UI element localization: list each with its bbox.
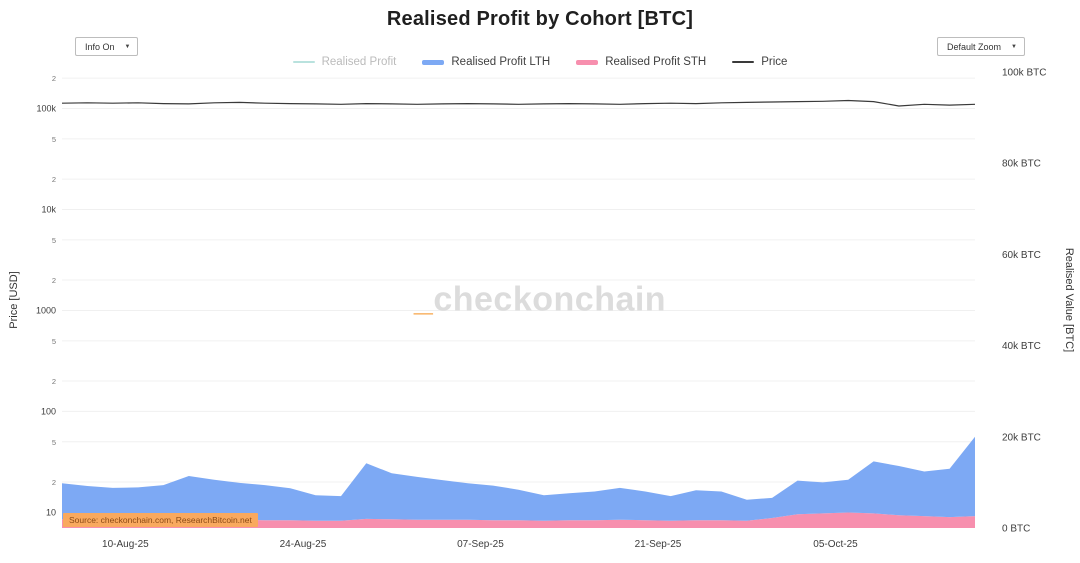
legend-swatch-price bbox=[732, 61, 755, 63]
right-axis-tick-label: 20k BTC bbox=[1002, 432, 1041, 443]
legend-swatch-realised-profit bbox=[292, 61, 315, 63]
x-axis-tick-label: 07-Sep-25 bbox=[457, 539, 504, 550]
chart-legend: Realised Profit Realised Profit LTH Real… bbox=[0, 56, 1080, 68]
left-axis-tick-label: 5 bbox=[52, 438, 56, 447]
left-axis-tick-label: 2 bbox=[52, 377, 56, 386]
legend-swatch-realised-profit-lth bbox=[422, 59, 445, 65]
chevron-down-icon: ▼ bbox=[124, 43, 131, 50]
left-axis-tick-label: 2 bbox=[52, 276, 56, 285]
legend-item-realised-profit[interactable]: Realised Profit bbox=[292, 56, 397, 68]
info-toggle-dropdown[interactable]: Info On ▼ bbox=[75, 37, 139, 56]
left-axis-tick-label: 2 bbox=[52, 478, 56, 487]
left-axis-tick-label: 2 bbox=[52, 175, 56, 184]
area-realised-profit-lth bbox=[62, 436, 975, 521]
left-axis-tick-label: 1000 bbox=[36, 305, 56, 315]
right-axis-tick-label: 60k BTC bbox=[1002, 250, 1041, 261]
legend-item-price[interactable]: Price bbox=[732, 56, 787, 68]
x-axis-tick-label: 10-Aug-25 bbox=[102, 539, 149, 550]
left-axis-tick-label: 5 bbox=[52, 337, 56, 346]
source-note: Source: checkonchain.com, ResearchBitcoi… bbox=[63, 513, 258, 527]
chevron-down-icon: ▼ bbox=[1011, 43, 1017, 50]
left-axis-tick-label: 2 bbox=[52, 74, 56, 83]
x-axis-tick-label: 21-Sep-25 bbox=[635, 539, 682, 550]
right-axis-tick-label: 80k BTC bbox=[1002, 159, 1041, 170]
x-axis-tick-label: 24-Aug-25 bbox=[280, 539, 327, 550]
zoom-select-label: Default Zoom bbox=[947, 41, 1002, 52]
legend-item-realised-profit-sth[interactable]: Realised Profit STH bbox=[576, 56, 706, 68]
legend-label: Realised Profit LTH bbox=[451, 56, 551, 68]
right-axis-tick-label: 0 BTC bbox=[1002, 524, 1030, 535]
zoom-select-dropdown[interactable]: Default Zoom ▼ bbox=[937, 37, 1025, 56]
page-title: Realised Profit by Cohort [BTC] bbox=[386, 8, 694, 30]
price-line bbox=[61, 99, 976, 107]
legend-label: Realised Profit STH bbox=[605, 56, 707, 68]
area-realised-profit-sth bbox=[62, 512, 975, 528]
legend-label: Price bbox=[761, 56, 788, 68]
left-axis-tick-label: 5 bbox=[52, 236, 56, 245]
x-axis-tick-label: 05-Oct-25 bbox=[813, 539, 858, 550]
legend-swatch-realised-profit-sth bbox=[576, 59, 599, 65]
legend-label: Realised Profit bbox=[321, 56, 397, 68]
left-axis-tick-label: 100k bbox=[36, 104, 56, 114]
legend-item-realised-profit-lth[interactable]: Realised Profit LTH bbox=[422, 56, 550, 68]
left-axis-tick-label: 10 bbox=[46, 507, 56, 517]
right-axis-tick-label: 100k BTC bbox=[1002, 68, 1046, 79]
info-toggle-label: Info On bbox=[85, 41, 115, 52]
left-axis-tick-label: 10k bbox=[41, 204, 56, 214]
left-axis-tick-label: 5 bbox=[52, 135, 56, 144]
left-axis-tick-label: 100 bbox=[41, 406, 56, 416]
right-axis-tick-label: 40k BTC bbox=[1002, 341, 1041, 352]
